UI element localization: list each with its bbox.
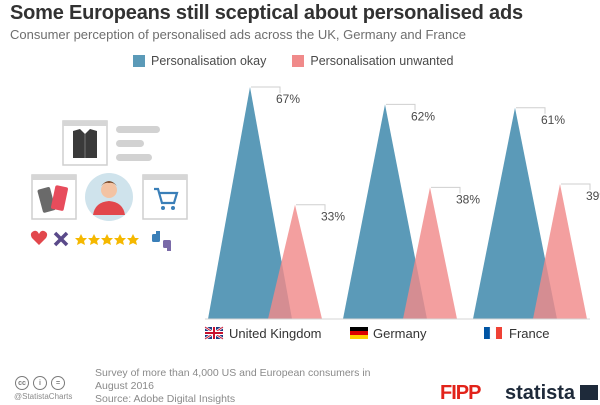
jacket-icon xyxy=(73,129,97,158)
leader-line-okay-uk xyxy=(251,86,281,93)
category-label-france: France xyxy=(509,326,549,341)
fipp-logo: FIPP xyxy=(440,382,481,404)
leader-line-unwanted-france xyxy=(561,183,591,190)
cc-icon: cc xyxy=(15,376,29,390)
heart-icon xyxy=(30,230,48,245)
legend-label-unwanted: Personalisation unwanted xyxy=(310,54,454,68)
data-label-unwanted-germany: 38% xyxy=(456,192,480,206)
source-note: Source: Adobe Digital Insights xyxy=(95,393,236,405)
cross-icon xyxy=(53,231,69,247)
bar-okay-france xyxy=(473,107,557,319)
leader-line-unwanted-uk xyxy=(296,204,326,211)
category-label-uk: United Kingdom xyxy=(229,326,322,341)
statista-logo: statista xyxy=(505,382,576,404)
person-icon xyxy=(85,173,133,221)
bar-unwanted-germany xyxy=(403,187,457,319)
leader-line-unwanted-germany xyxy=(431,186,461,194)
cart-icon xyxy=(154,187,179,210)
bar-unwanted-uk xyxy=(268,204,322,319)
statista-mark-icon xyxy=(580,385,598,400)
legend-label-okay: Personalisation okay xyxy=(151,54,267,68)
bar-okay-uk xyxy=(208,87,292,319)
chart-title: Some Europeans still sceptical about per… xyxy=(10,2,523,24)
leader-line-okay-germany xyxy=(386,103,416,111)
france-flag-icon xyxy=(484,326,502,340)
license-icons: cc i = xyxy=(15,376,65,390)
bar-unwanted-france xyxy=(533,183,587,319)
footnote: Survey of more than 4,000 US and Europea… xyxy=(95,367,371,392)
data-label-okay-uk: 67% xyxy=(276,92,300,106)
equals-icon: = xyxy=(51,376,65,390)
attribution-icon: i xyxy=(33,376,47,390)
category-label-germany: Germany xyxy=(373,326,427,341)
data-label-okay-germany: 62% xyxy=(411,109,435,123)
data-label-unwanted-france: 39% xyxy=(586,189,600,203)
legend: Personalisation okay Personalisation unw… xyxy=(133,54,454,68)
bar-okay-germany xyxy=(343,104,427,319)
leader-line-okay-france xyxy=(516,107,546,114)
legend-swatch-unwanted xyxy=(292,55,305,67)
uk-flag-icon xyxy=(204,325,224,341)
germany-flag-icon xyxy=(350,327,368,339)
star-icon xyxy=(75,234,139,245)
thumbs-icon xyxy=(152,231,171,251)
social-handle: @StatistaCharts xyxy=(14,392,73,401)
data-label-okay-france: 61% xyxy=(541,113,565,127)
chart-subtitle: Consumer perception of personalised ads … xyxy=(10,27,466,42)
legend-swatch-okay xyxy=(133,55,145,67)
illustration xyxy=(30,120,188,251)
phone-cases-icon xyxy=(37,185,68,213)
data-label-unwanted-uk: 33% xyxy=(321,210,345,224)
